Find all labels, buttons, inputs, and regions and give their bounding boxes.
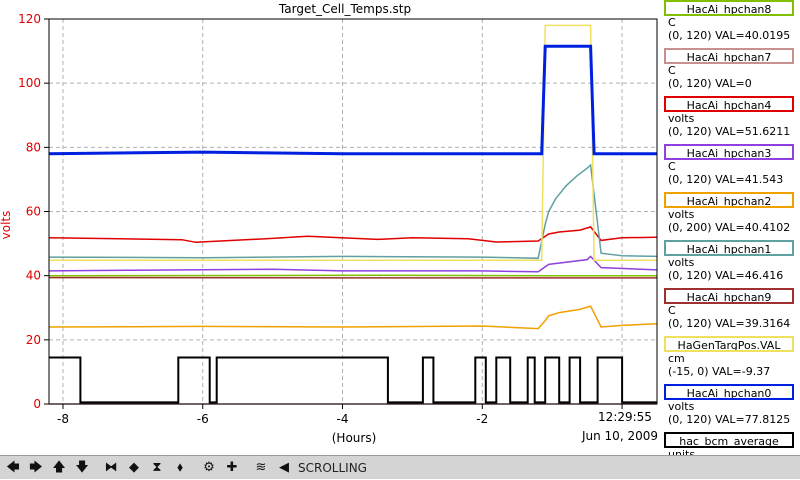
x-tick-label: -4	[337, 412, 349, 426]
legend-label: HacAi_hpchan2	[664, 192, 794, 208]
legend-range: (0, 120)	[668, 77, 712, 90]
legend-range-value: (0, 120) VAL=39.3164	[668, 317, 790, 330]
time-label: 12:29:55	[598, 410, 652, 424]
legend-value: VAL=-9.37	[712, 365, 770, 378]
y-tick-label: 100	[18, 76, 41, 90]
series-line-HaGenTargPos.VAL	[49, 25, 657, 260]
add-button[interactable]: ✚	[222, 458, 242, 478]
config-button[interactable]: ⚙	[199, 458, 219, 478]
legend-unit: volts	[668, 208, 694, 221]
legend-range: (0, 120)	[668, 413, 712, 426]
scroll-status: SCROLLING	[298, 461, 367, 475]
scroll-up-button[interactable]: 🡅	[49, 458, 69, 478]
legend-range: (0, 120)	[668, 317, 712, 330]
scroll-down-button[interactable]: 🡇	[72, 458, 92, 478]
legend-range: (0, 120)	[668, 269, 712, 282]
x-axis-label: (Hours)	[332, 431, 377, 445]
legend-range-value: (0, 120) VAL=40.0195	[668, 29, 790, 42]
legend-range-value: (0, 120) VAL=41.543	[668, 173, 783, 186]
chart-title: Target_Cell_Temps.stp	[278, 2, 411, 16]
x-tick-label: -2	[476, 412, 488, 426]
legend-unit: volts	[668, 400, 694, 413]
legend-value: VAL=40.0195	[715, 29, 790, 42]
legend-label: HacAi_hpchan1	[664, 240, 794, 256]
legend-range: (0, 200)	[668, 221, 712, 234]
zoom-in-vertical-button[interactable]: ⧗	[147, 458, 167, 478]
series-line-HacAi_hpchan0	[49, 46, 657, 154]
chart-area: 0 20 40 60 80 100 120 -8 -6 -4 -2 Target_Cell_Temp…	[0, 0, 662, 455]
series-line-hac_bcm_average	[49, 358, 657, 403]
legend-label: HacAi_hpchan0	[664, 384, 794, 400]
x-tick-label: -8	[57, 412, 69, 426]
chart-ticks: 0 20 40 60 80 100 120 -8 -6 -4 -2	[18, 12, 622, 426]
legend-value: VAL=41.543	[715, 173, 783, 186]
legend-range-value: (0, 120) VAL=0	[668, 77, 752, 90]
legend-value: VAL=77.8125	[715, 413, 790, 426]
graph-button[interactable]: ≋	[251, 458, 271, 478]
scroll-left-button[interactable]: 🡄	[3, 458, 23, 478]
legend-range: (0, 120)	[668, 173, 712, 186]
legend-label: hac_bcm_average	[664, 432, 794, 448]
legend-label: HaGenTargPos.VAL	[664, 336, 794, 352]
legend-value: VAL=39.3164	[715, 317, 790, 330]
zoom-in-horizontal-button[interactable]: ⧓	[101, 458, 121, 478]
legend-value: VAL=0	[715, 77, 752, 90]
series-line-HacAi_hpchan2	[49, 306, 657, 329]
chart-series	[49, 25, 657, 404]
legend-unit: C	[668, 64, 676, 77]
series-line-HacAi_hpchan4	[49, 227, 657, 242]
y-tick-label: 0	[33, 397, 41, 411]
legend-unit: cm	[668, 352, 685, 365]
back-button[interactable]: ◀	[274, 458, 294, 478]
legend-label: HacAi_hpchan8	[664, 0, 794, 16]
y-axis-label: volts	[0, 211, 13, 240]
y-tick-label: 20	[26, 333, 41, 347]
legend-unit: volts	[668, 256, 694, 269]
legend-range: (0, 120)	[668, 125, 712, 138]
toolbar-buttons: 🡄🡆🡅🡇 ⧓◆⧗⬧ ⚙✚ ≋◀	[0, 458, 294, 478]
legend-unit: volts	[668, 112, 694, 125]
y-tick-label: 60	[26, 205, 41, 219]
legend-range: (0, 120)	[668, 29, 712, 42]
legend-range-value: (0, 120) VAL=46.416	[668, 269, 783, 282]
series-line-HacAi_hpchan3	[49, 256, 657, 271]
legend-unit: C	[668, 304, 676, 317]
legend-range-value: (-15, 0) VAL=-9.37	[668, 365, 770, 378]
legend-value: VAL=51.6211	[715, 125, 790, 138]
legend-unit: C	[668, 160, 676, 173]
y-tick-label: 120	[18, 12, 41, 26]
zoom-out-horizontal-button[interactable]: ◆	[124, 458, 144, 478]
legend-range: (-15, 0)	[668, 365, 709, 378]
date-label: Jun 10, 2009	[581, 429, 658, 443]
legend-unit: C	[668, 16, 676, 29]
zoom-out-vertical-button[interactable]: ⬧	[170, 458, 190, 478]
legend-label: HacAi_hpchan4	[664, 96, 794, 112]
y-tick-label: 80	[26, 140, 41, 154]
scroll-right-button[interactable]: 🡆	[26, 458, 46, 478]
legend-label: HacAi_hpchan7	[664, 48, 794, 64]
y-tick-label: 40	[26, 269, 41, 283]
legend-value: VAL=40.4102	[715, 221, 790, 234]
legend-range-value: (0, 200) VAL=40.4102	[668, 221, 790, 234]
legend-label: HacAi_hpchan9	[664, 288, 794, 304]
legend-range-value: (0, 120) VAL=77.8125	[668, 413, 790, 426]
legend-label: HacAi_hpchan3	[664, 144, 794, 160]
chart-grid	[49, 19, 657, 404]
legend-value: VAL=46.416	[715, 269, 783, 282]
toolbar: 🡄🡆🡅🡇 ⧓◆⧗⬧ ⚙✚ ≋◀ SCROLLING	[0, 455, 800, 479]
x-tick-label: -6	[197, 412, 209, 426]
legend-range-value: (0, 120) VAL=51.6211	[668, 125, 790, 138]
